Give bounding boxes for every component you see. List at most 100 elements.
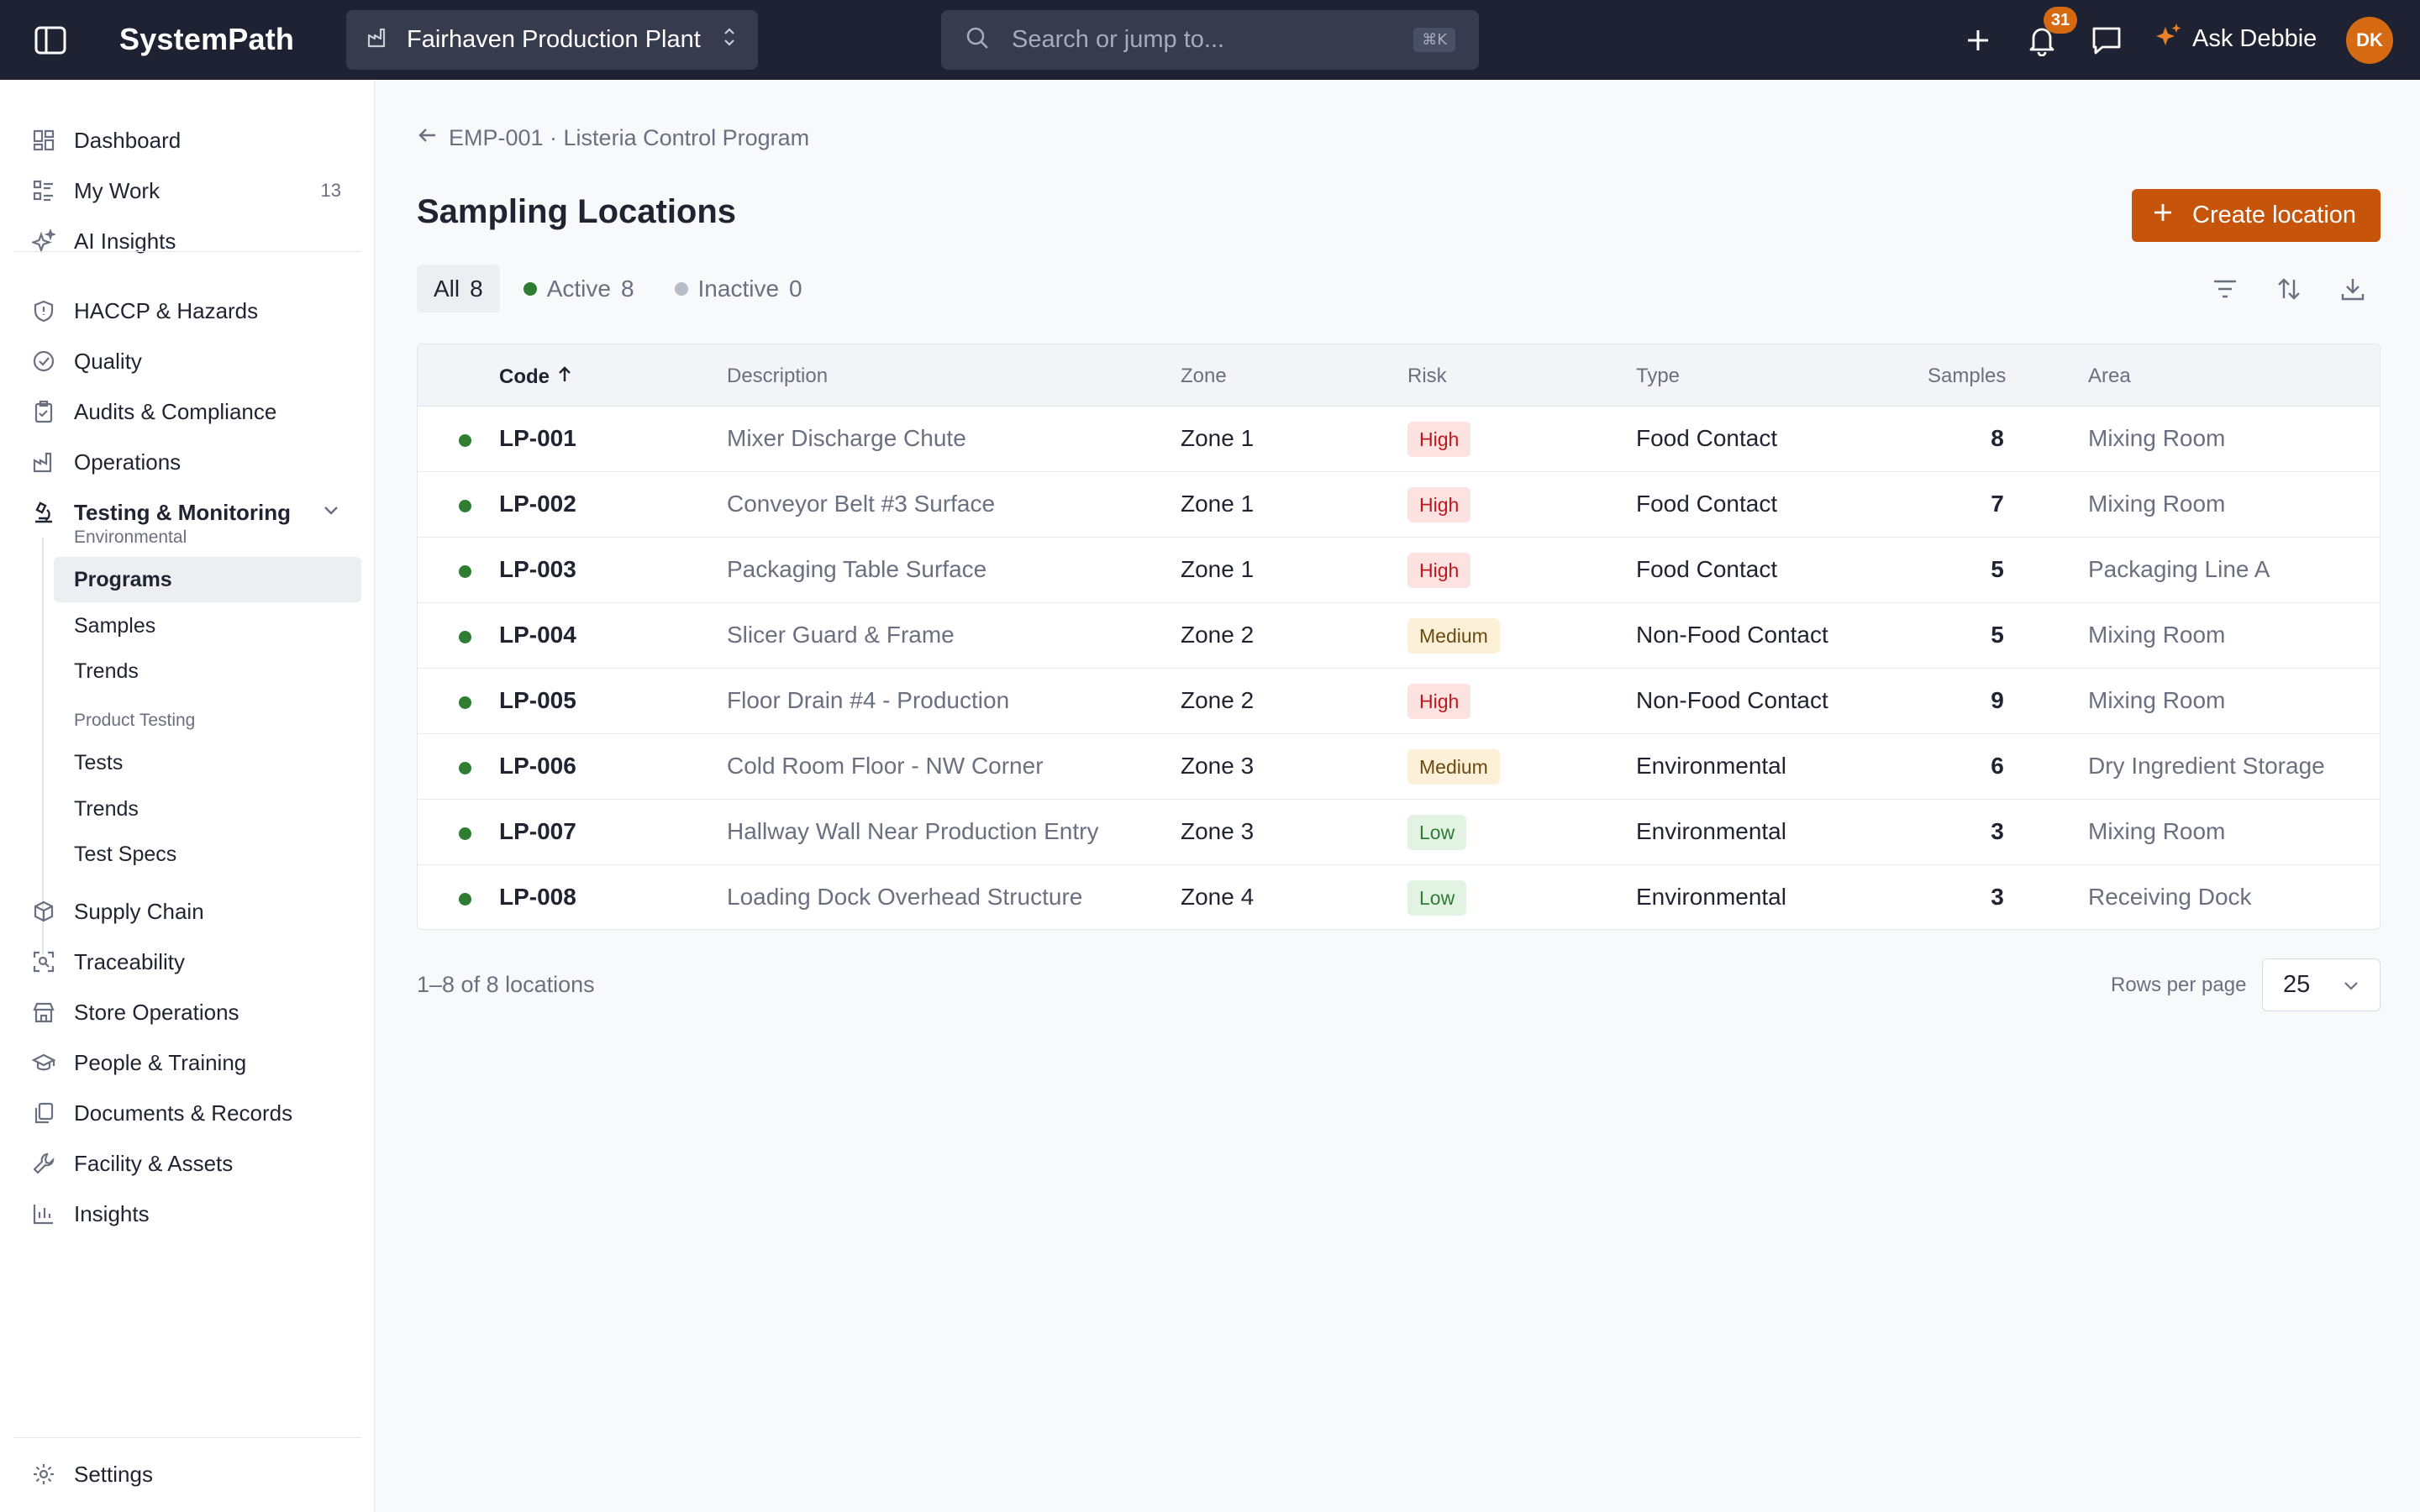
table-row[interactable]: LP-004 Slicer Guard & Frame Zone 2 Medium No… — [418, 603, 2380, 669]
cell-code[interactable]: LP-002 — [499, 491, 576, 517]
risk-badge: High — [1407, 422, 1471, 457]
sidebar-item-supply-chain[interactable]: Supply Chain — [13, 888, 361, 935]
breadcrumb[interactable]: EMP-001 · Listeria Control Program — [417, 124, 809, 152]
sidebar-item-settings[interactable]: Settings — [13, 1451, 361, 1498]
cell-code[interactable]: LP-005 — [499, 687, 576, 713]
cell-code[interactable]: LP-007 — [499, 818, 576, 844]
arrow-up-icon — [556, 365, 573, 389]
sidebar-item-label: People & Training — [74, 1049, 247, 1075]
cell-samples: 9 — [1991, 687, 2004, 713]
table-row[interactable]: LP-008 Loading Dock Overhead Structure Zon… — [418, 865, 2380, 929]
cell-description: Floor Drain #4 - Production — [727, 687, 1010, 713]
brand-logo[interactable]: SystemPath — [119, 22, 295, 56]
cell-zone: Zone 1 — [1181, 556, 1255, 582]
sidebar-subitem-env-trends[interactable]: Trends — [74, 659, 139, 683]
graduation-cap-icon — [30, 1049, 57, 1076]
cell-description: Packaging Table Surface — [727, 556, 987, 582]
active-status-dot-icon — [459, 500, 471, 512]
table-row[interactable]: LP-007 Hallway Wall Near Production Entry… — [418, 800, 2380, 865]
sidebar-item-haccp[interactable]: HACCP & Hazards — [13, 287, 361, 334]
cell-area: Mixing Room — [2088, 687, 2226, 713]
ask-debbie-button[interactable]: Ask Debbie — [2155, 22, 2317, 55]
sidebar-item-facility-assets[interactable]: Facility & Assets — [13, 1140, 361, 1187]
locations-table: Code Description Zone Risk Type Samples … — [417, 344, 2381, 930]
filter-tab-active[interactable]: Active 8 — [507, 265, 651, 312]
sidebar-item-ai-insights[interactable]: AI Insights — [13, 218, 361, 265]
cell-type: Environmental — [1636, 884, 1786, 910]
filter-count: 8 — [620, 275, 634, 302]
plus-icon[interactable] — [1961, 24, 1995, 57]
search-shortcut: ⌘K — [1413, 28, 1455, 52]
sidebar-item-traceability[interactable]: Traceability — [13, 938, 361, 985]
cell-samples: 3 — [1991, 884, 2004, 910]
rows-per-page-label: Rows per page — [2111, 974, 2247, 996]
sidebar-subitem-programs[interactable]: Programs — [54, 557, 361, 602]
sidebar-item-label: Operations — [74, 449, 182, 475]
sort-icon[interactable] — [2272, 272, 2306, 306]
sidebar-item-testing[interactable]: Testing & Monitoring — [13, 489, 361, 536]
risk-badge: High — [1407, 684, 1471, 719]
sidebar-subitem-samples[interactable]: Samples — [74, 613, 156, 638]
rows-per-page-select[interactable]: 25 — [2262, 958, 2381, 1011]
cell-code[interactable]: LP-008 — [499, 884, 576, 910]
cell-code[interactable]: LP-006 — [499, 753, 576, 779]
filter-icon[interactable] — [2208, 272, 2242, 306]
column-header-code[interactable]: Code — [499, 365, 573, 389]
cell-type: Non-Food Contact — [1636, 687, 1828, 713]
cell-area: Receiving Dock — [2088, 884, 2252, 910]
filter-tab-all[interactable]: All 8 — [417, 265, 500, 312]
plant-selector[interactable]: Fairhaven Production Plant — [346, 10, 758, 70]
sidebar-subitem-tests[interactable]: Tests — [74, 750, 124, 774]
cell-zone: Zone 3 — [1181, 753, 1255, 779]
create-location-button[interactable]: Create location — [2132, 189, 2381, 242]
wrench-icon — [30, 1150, 57, 1177]
column-header-type[interactable]: Type — [1636, 365, 1681, 387]
rows-per-page-value: 25 — [2283, 971, 2311, 998]
sidebar-item-audits[interactable]: Audits & Compliance — [13, 388, 361, 435]
cell-zone: Zone 2 — [1181, 687, 1255, 713]
cell-samples: 5 — [1991, 556, 2004, 582]
bell-icon[interactable] — [2025, 24, 2059, 57]
search-input[interactable]: Search or jump to... ⌘K — [941, 10, 1479, 70]
sidebar-item-dashboard[interactable]: Dashboard — [13, 117, 361, 164]
cell-samples: 5 — [1991, 622, 2004, 648]
table-row[interactable]: LP-001 Mixer Discharge Chute Zone 1 High Foo… — [418, 407, 2380, 472]
arrow-left-icon — [417, 124, 439, 152]
search-icon — [965, 25, 990, 55]
table-row[interactable]: LP-002 Conveyor Belt #3 Surface Zone 1 High… — [418, 472, 2380, 538]
cell-code[interactable]: LP-003 — [499, 556, 576, 582]
sidebar-item-insights[interactable]: Insights — [13, 1190, 361, 1237]
download-icon[interactable] — [2336, 272, 2370, 306]
column-header-description[interactable]: Description — [727, 365, 829, 387]
table-row[interactable]: LP-003 Packaging Table Surface Zone 1 High F… — [418, 538, 2380, 603]
chat-icon[interactable] — [2090, 24, 2123, 57]
sidebar-subitem-product-trends[interactable]: Trends — [74, 796, 139, 821]
sidebar-item-my-work[interactable]: My Work 13 — [13, 167, 361, 214]
sidebar-item-documents[interactable]: Documents & Records — [13, 1089, 361, 1137]
sidebar-item-quality[interactable]: Quality — [13, 338, 361, 385]
filter-tab-inactive[interactable]: Inactive 0 — [658, 265, 819, 312]
cell-description: Loading Dock Overhead Structure — [727, 884, 1083, 910]
column-header-samples[interactable]: Samples — [1928, 365, 2007, 387]
store-icon — [30, 999, 57, 1026]
avatar[interactable]: DK — [2346, 17, 2393, 64]
column-header-risk[interactable]: Risk — [1407, 365, 1447, 387]
sidebar-item-label: My Work — [74, 177, 160, 203]
sidebar-item-store-operations[interactable]: Store Operations — [13, 989, 361, 1036]
sidebar-toggle-icon[interactable] — [34, 25, 67, 55]
cell-code[interactable]: LP-004 — [499, 622, 576, 648]
sidebar-item-label: HACCP & Hazards — [74, 297, 259, 323]
sidebar-item-operations[interactable]: Operations — [13, 438, 361, 486]
column-header-area[interactable]: Area — [2088, 365, 2131, 387]
inactive-dot-icon — [674, 281, 688, 296]
cell-type: Food Contact — [1636, 491, 1778, 517]
cell-code[interactable]: LP-001 — [499, 425, 576, 451]
table-row[interactable]: LP-005 Floor Drain #4 - Production Zone 2 H… — [418, 669, 2380, 734]
sidebar-item-people-training[interactable]: People & Training — [13, 1039, 361, 1086]
table-row[interactable]: LP-006 Cold Room Floor - NW Corner Zone 3 M… — [418, 734, 2380, 800]
cell-area: Mixing Room — [2088, 425, 2226, 451]
plant-name: Fairhaven Production Plant — [407, 26, 701, 53]
sidebar-subitem-test-specs[interactable]: Test Specs — [74, 842, 177, 866]
breadcrumb-link[interactable]: EMP-001 · Listeria Control Program — [449, 125, 810, 150]
column-header-zone[interactable]: Zone — [1181, 365, 1227, 387]
